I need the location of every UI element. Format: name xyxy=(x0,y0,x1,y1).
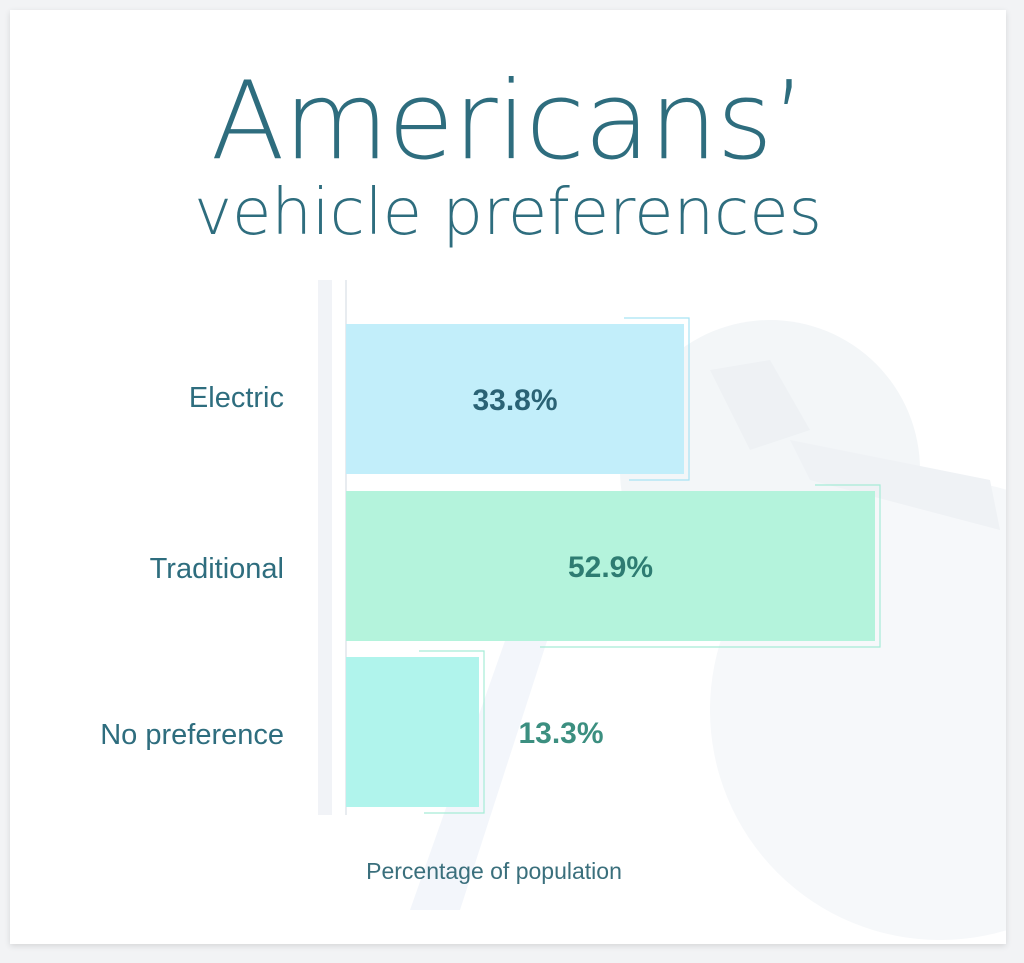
category-label-electric: Electric xyxy=(188,382,284,414)
bar-chart: 33.8% 52.9% 13.3% xyxy=(318,280,881,815)
axis-shadow xyxy=(318,280,332,815)
bar-traditional xyxy=(346,491,875,641)
data-label-electric: 33.8% xyxy=(472,384,557,417)
bar-outline-traditional xyxy=(540,484,881,648)
bar-outline-no-preference xyxy=(419,650,485,814)
chart-card: Americans’ vehicle preferences Electric … xyxy=(10,10,1006,944)
bar-electric xyxy=(346,324,684,474)
data-label-traditional: 52.9% xyxy=(568,551,653,584)
data-label-no-preference: 13.3% xyxy=(518,717,603,750)
chart-title: Americans’ xyxy=(210,59,807,184)
x-axis-label: Percentage of population xyxy=(366,858,622,884)
bar-outline-electric xyxy=(624,317,690,481)
chart-subtitle: vehicle preferences xyxy=(194,176,822,250)
bar-no-preference xyxy=(346,657,479,807)
category-label-traditional: Traditional xyxy=(149,553,284,585)
category-label-no-preference: No preference xyxy=(100,719,284,751)
